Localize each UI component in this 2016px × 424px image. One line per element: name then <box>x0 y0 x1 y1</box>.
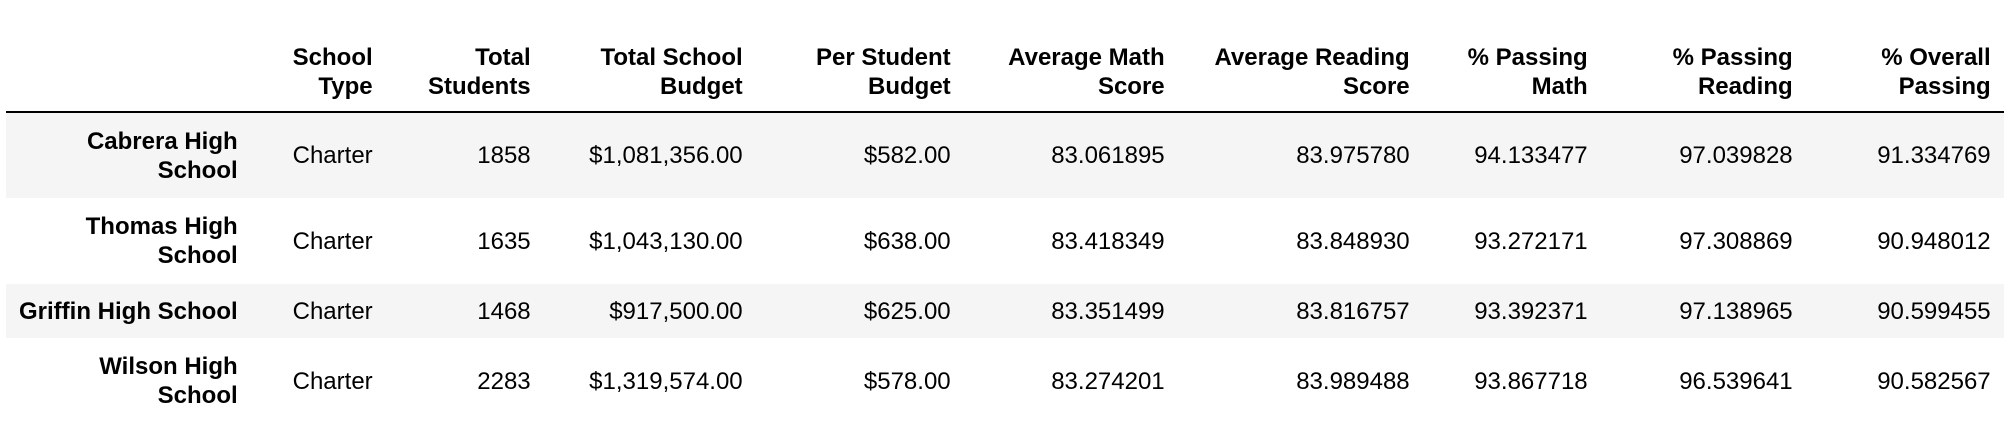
cell-school-type: Charter <box>292 297 373 325</box>
table-header: School Type Total Students Total School … <box>6 34 2004 113</box>
cell-average-math-score: 83.274201 <box>1051 367 1165 395</box>
cell-average-reading-score: 83.816757 <box>1296 297 1410 325</box>
cell-total-school-budget: $917,500.00 <box>609 297 743 325</box>
cell-passing-math: 93.392371 <box>1474 297 1588 325</box>
row-index-school: Thomas High School <box>85 213 238 269</box>
cell-total-students: 2283 <box>477 367 531 395</box>
cell-overall-passing: 90.948012 <box>1877 227 1991 255</box>
table-row: Thomas High School Charter 1635 $1,043,1… <box>6 198 2004 284</box>
column-header-overall-passing: % Overall Passing <box>1805 34 2004 113</box>
column-header-average-reading-score: Average Reading Score <box>1177 34 1423 113</box>
cell-total-students: 1468 <box>477 297 531 325</box>
row-index-school: Wilson High School <box>99 353 238 409</box>
column-header-total-school-budget: Total School Budget <box>543 34 756 113</box>
header-row: School Type Total Students Total School … <box>6 34 2004 113</box>
index-header <box>6 34 251 113</box>
column-header-total-students: Total Students <box>385 34 544 113</box>
table-row: Wilson High School Charter 2283 $1,319,5… <box>6 338 2004 424</box>
cell-school-type: Charter <box>292 367 373 395</box>
cell-passing-math: 93.272171 <box>1474 227 1588 255</box>
cell-overall-passing: 91.334769 <box>1877 142 1991 169</box>
cell-passing-reading: 97.039828 <box>1679 142 1793 169</box>
cell-per-student-budget: $638.00 <box>863 227 951 255</box>
table-row: Cabrera High School Charter 1858 $1,081,… <box>6 112 2004 198</box>
cell-overall-passing: 90.599455 <box>1877 297 1991 325</box>
cell-school-type: Charter <box>292 142 373 169</box>
cell-passing-reading: 97.138965 <box>1679 297 1793 325</box>
cell-average-reading-score: 83.975780 <box>1296 142 1410 169</box>
school-summary-table: School Type Total Students Total School … <box>6 34 2004 424</box>
cell-average-math-score: 83.351499 <box>1051 297 1165 325</box>
cell-per-student-budget: $625.00 <box>863 297 951 325</box>
column-header-average-math-score: Average Math Score <box>963 34 1178 113</box>
cell-average-reading-score: 83.989488 <box>1296 367 1410 395</box>
column-header-school-type: School Type <box>250 34 386 113</box>
row-index-school: Griffin High School <box>19 297 238 325</box>
cell-total-school-budget: $1,043,130.00 <box>589 227 743 255</box>
cell-total-students: 1858 <box>477 142 531 169</box>
cell-average-math-score: 83.061895 <box>1051 142 1165 169</box>
table-body: Cabrera High School Charter 1858 $1,081,… <box>6 112 2004 424</box>
cell-passing-math: 94.133477 <box>1474 142 1588 169</box>
column-header-passing-reading: % Passing Reading <box>1600 34 1806 113</box>
cell-average-math-score: 83.418349 <box>1051 227 1165 255</box>
cell-passing-reading: 97.308869 <box>1679 227 1793 255</box>
cell-total-school-budget: $1,319,574.00 <box>589 367 743 395</box>
row-index-school: Cabrera High School <box>86 127 238 184</box>
table-row: Griffin High School Charter 1468 $917,50… <box>6 284 2004 338</box>
cell-school-type: Charter <box>292 227 373 255</box>
cell-total-students: 1635 <box>477 227 531 255</box>
cell-per-student-budget: $582.00 <box>863 142 951 169</box>
column-header-passing-math: % Passing Math <box>1422 34 1601 113</box>
column-header-per-student-budget: Per Student Budget <box>755 34 964 113</box>
cell-overall-passing: 90.582567 <box>1877 367 1991 395</box>
cell-average-reading-score: 83.848930 <box>1296 227 1410 255</box>
cell-passing-math: 93.867718 <box>1474 367 1588 395</box>
cell-passing-reading: 96.539641 <box>1679 367 1793 395</box>
cell-per-student-budget: $578.00 <box>863 367 951 395</box>
cell-total-school-budget: $1,081,356.00 <box>589 142 743 169</box>
